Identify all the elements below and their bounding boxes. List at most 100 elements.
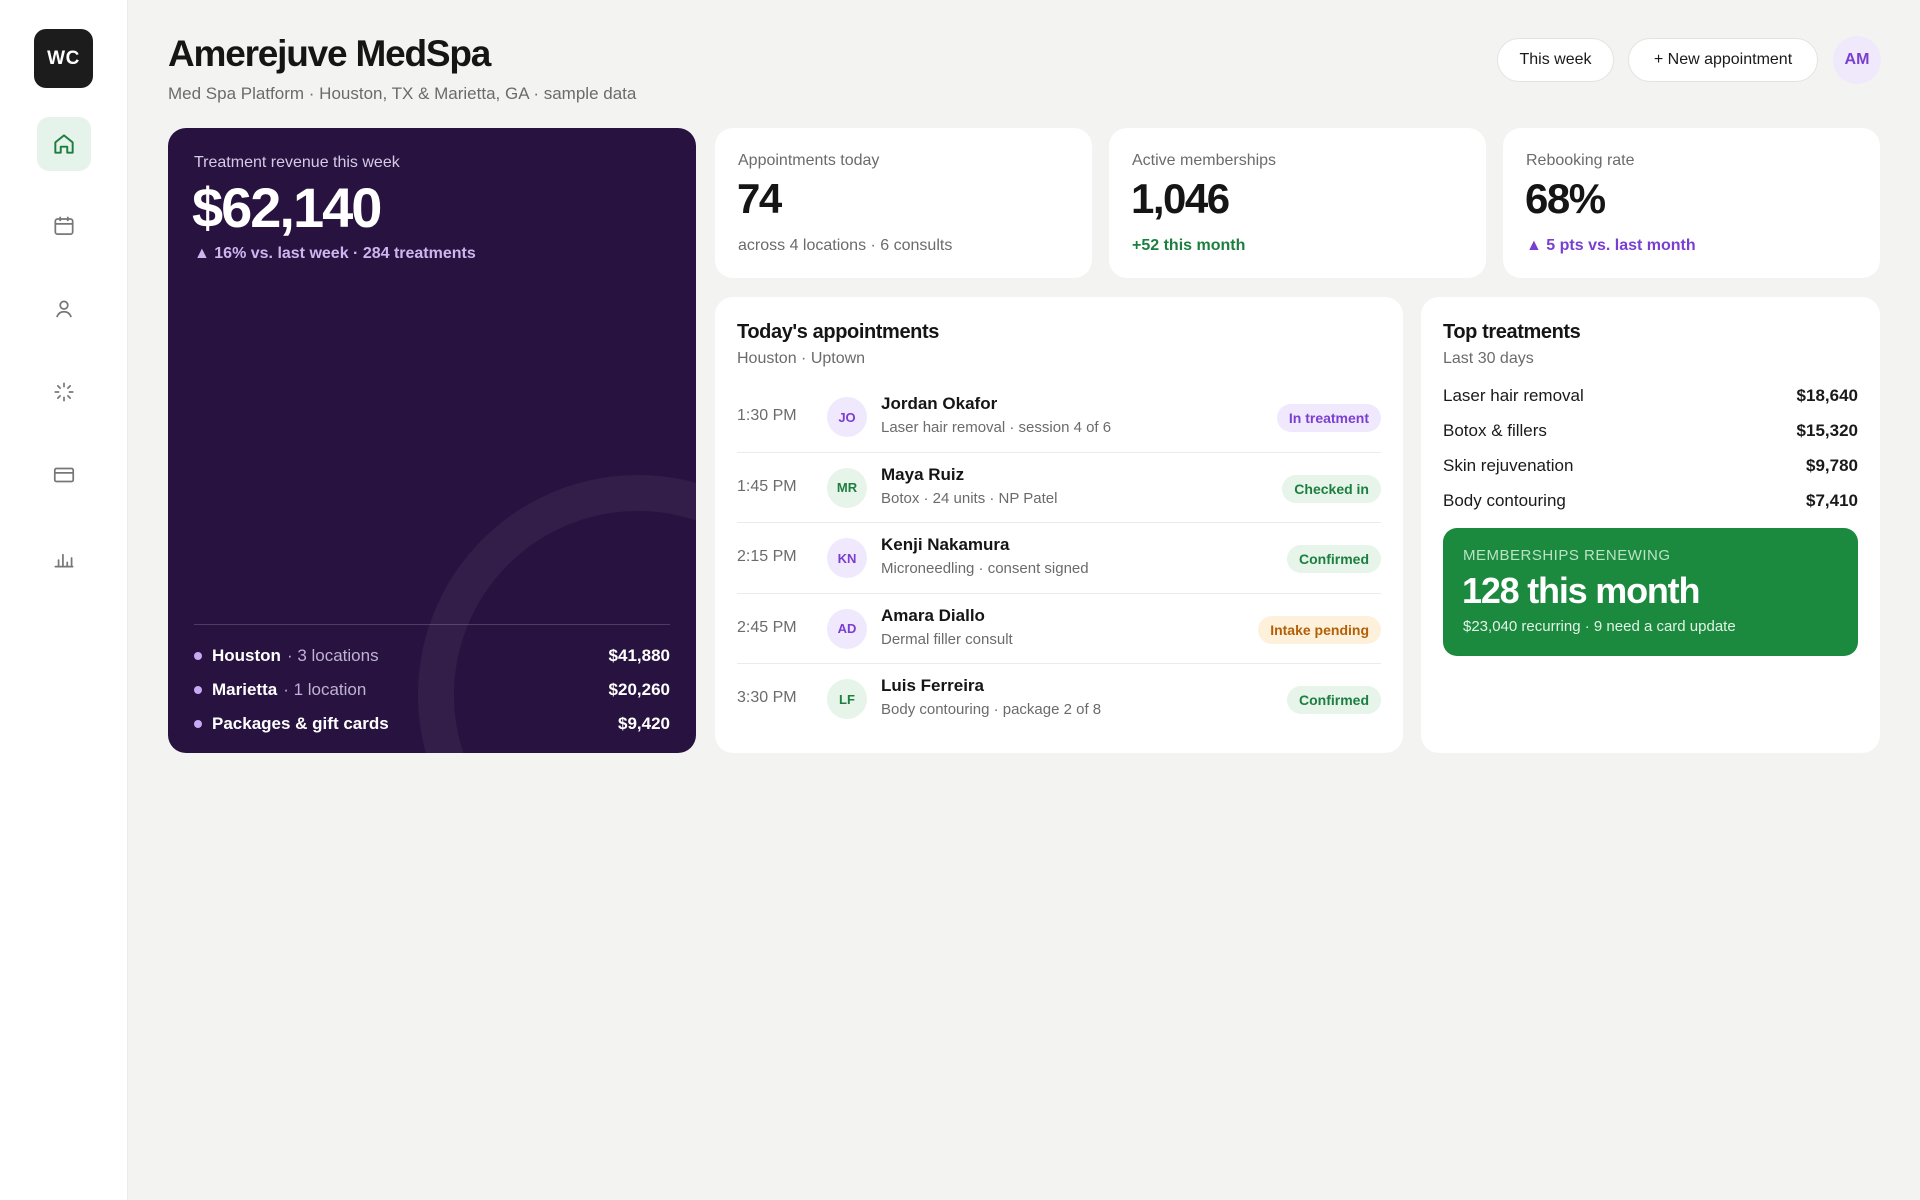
- treatment-name: Laser hair removal: [1443, 386, 1584, 406]
- revenue-row-amount: $20,260: [609, 680, 670, 700]
- page-title: Amerejuve MedSpa: [168, 33, 490, 75]
- revenue-row: Packages & gift cards $9,420: [194, 707, 670, 741]
- home-icon: [51, 131, 77, 157]
- client-avatar: LF: [827, 679, 867, 719]
- appointments-list: 1:30 PM JO Jordan Okafor Laser hair remo…: [737, 382, 1381, 735]
- new-appointment-button[interactable]: + New appointment: [1628, 38, 1818, 82]
- appointment-time: 1:45 PM: [737, 478, 797, 496]
- bar-chart-icon: [51, 545, 77, 571]
- top-treatments-subtitle: Last 30 days: [1443, 350, 1534, 368]
- appointment-row[interactable]: 1:30 PM JO Jordan Okafor Laser hair remo…: [737, 382, 1381, 453]
- treatment-row: Botox & fillers $15,320: [1443, 413, 1858, 448]
- stat-label: Active memberships: [1132, 152, 1276, 170]
- user-avatar[interactable]: AM: [1833, 36, 1881, 84]
- revenue-row-sub: · 3 locations: [287, 646, 379, 666]
- stat-card-memberships: Active memberships 1,046 +52 this month: [1109, 128, 1486, 278]
- sidebar-item-billing[interactable]: [37, 448, 91, 502]
- stat-note: +52 this month: [1132, 237, 1245, 255]
- client-avatar: JO: [827, 397, 867, 437]
- appointment-detail: Body contouring · package 2 of 8: [881, 701, 1101, 718]
- revenue-row-name: Packages & gift cards: [212, 714, 389, 734]
- stat-note: across 4 locations · 6 consults: [738, 237, 952, 255]
- appointment-row[interactable]: 1:45 PM MR Maya Ruiz Botox · 24 units · …: [737, 453, 1381, 524]
- sidebar-item-treatments[interactable]: [37, 365, 91, 419]
- appointments-card: Today's appointments Houston · Uptown 1:…: [715, 297, 1403, 753]
- status-badge: Confirmed: [1287, 545, 1381, 573]
- treatment-row: Skin rejuvenation $9,780: [1443, 448, 1858, 483]
- status-badge: In treatment: [1277, 404, 1381, 432]
- stat-value: 1,046: [1131, 175, 1229, 223]
- treatment-name: Body contouring: [1443, 491, 1566, 511]
- appointment-time: 2:45 PM: [737, 619, 797, 637]
- sidebar-item-clients[interactable]: [37, 282, 91, 336]
- stat-note: ▲ 5 pts vs. last month: [1526, 237, 1696, 255]
- stat-label: Appointments today: [738, 152, 879, 170]
- revenue-row: Houston · 3 locations $41,880: [194, 639, 670, 673]
- revenue-row-name: Houston: [212, 646, 281, 666]
- revenue-row: Marietta · 1 location $20,260: [194, 673, 670, 707]
- sidebar-item-calendar[interactable]: [37, 199, 91, 253]
- appointment-detail: Dermal filler consult: [881, 631, 1013, 648]
- client-avatar: AD: [827, 609, 867, 649]
- top-treatments-card: Top treatments Last 30 days Laser hair r…: [1421, 297, 1880, 753]
- sidebar-item-home[interactable]: [37, 117, 91, 171]
- client-name: Kenji Nakamura: [881, 535, 1010, 555]
- appointment-row[interactable]: 2:15 PM KN Kenji Nakamura Microneedling …: [737, 523, 1381, 594]
- app-logo[interactable]: WC: [34, 29, 93, 88]
- revenue-card: Treatment revenue this week $62,140 ▲ 16…: [168, 128, 696, 753]
- appointment-time: 2:15 PM: [737, 548, 797, 566]
- sidebar: WC: [0, 0, 128, 1200]
- appointment-detail: Laser hair removal · session 4 of 6: [881, 419, 1111, 436]
- revenue-value: $62,140: [192, 175, 380, 240]
- revenue-row-amount: $9,420: [618, 714, 670, 734]
- credit-card-icon: [51, 462, 77, 488]
- revenue-label: Treatment revenue this week: [194, 154, 400, 172]
- top-treatments-title: Top treatments: [1443, 321, 1580, 344]
- bullet-dot: [194, 686, 202, 694]
- renewals-note: $23,040 recurring · 9 need a card update: [1463, 618, 1736, 635]
- revenue-row-sub: · 1 location: [283, 680, 366, 700]
- treatment-amount: $9,780: [1806, 456, 1858, 476]
- sparkle-icon: [51, 379, 77, 405]
- memberships-renewing-panel[interactable]: MEMBERSHIPS RENEWING 128 this month $23,…: [1443, 528, 1858, 656]
- page-subtitle: Med Spa Platform · Houston, TX & Mariett…: [168, 84, 636, 104]
- calendar-icon: [51, 213, 77, 239]
- treatments-list: Laser hair removal $18,640 Botox & fille…: [1443, 378, 1858, 518]
- appointment-row[interactable]: 2:45 PM AD Amara Diallo Dermal filler co…: [737, 594, 1381, 665]
- user-icon: [51, 296, 77, 322]
- stat-card-rebooking: Rebooking rate 68% ▲ 5 pts vs. last mont…: [1503, 128, 1880, 278]
- sidebar-item-reports[interactable]: [37, 531, 91, 585]
- treatment-amount: $18,640: [1797, 386, 1858, 406]
- treatment-row: Laser hair removal $18,640: [1443, 378, 1858, 413]
- appointments-subtitle: Houston · Uptown: [737, 350, 865, 368]
- appointments-title: Today's appointments: [737, 321, 939, 344]
- client-name: Maya Ruiz: [881, 465, 964, 485]
- status-badge: Confirmed: [1287, 686, 1381, 714]
- client-avatar: MR: [827, 468, 867, 508]
- status-badge: Checked in: [1282, 475, 1381, 503]
- revenue-breakdown: Houston · 3 locations $41,880 Marietta ·…: [194, 639, 670, 741]
- client-avatar: KN: [827, 538, 867, 578]
- stat-label: Rebooking rate: [1526, 152, 1635, 170]
- renewals-label: MEMBERSHIPS RENEWING: [1463, 547, 1671, 564]
- stat-value: 68%: [1525, 175, 1605, 223]
- renewals-value: 128 this month: [1462, 570, 1699, 612]
- stat-card-appointments: Appointments today 74 across 4 locations…: [715, 128, 1092, 278]
- this-week-button[interactable]: This week: [1497, 38, 1614, 82]
- client-name: Amara Diallo: [881, 606, 985, 626]
- bullet-dot: [194, 720, 202, 728]
- treatment-name: Skin rejuvenation: [1443, 456, 1573, 476]
- appointment-time: 1:30 PM: [737, 407, 797, 425]
- stat-value: 74: [737, 175, 781, 223]
- appointment-detail: Botox · 24 units · NP Patel: [881, 490, 1057, 507]
- client-name: Jordan Okafor: [881, 394, 997, 414]
- status-badge: Intake pending: [1258, 616, 1381, 644]
- revenue-row-amount: $41,880: [609, 646, 670, 666]
- client-name: Luis Ferreira: [881, 676, 984, 696]
- treatment-amount: $15,320: [1797, 421, 1858, 441]
- bullet-dot: [194, 652, 202, 660]
- revenue-divider: [194, 624, 670, 625]
- treatment-amount: $7,410: [1806, 491, 1858, 511]
- treatment-name: Botox & fillers: [1443, 421, 1547, 441]
- appointment-row[interactable]: 3:30 PM LF Luis Ferreira Body contouring…: [737, 664, 1381, 735]
